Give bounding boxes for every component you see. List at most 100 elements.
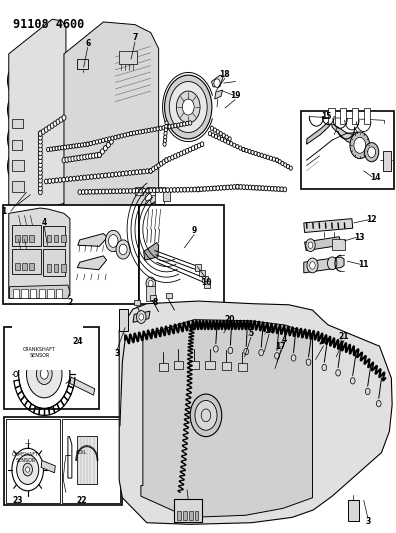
- Circle shape: [209, 186, 213, 191]
- Circle shape: [97, 152, 101, 158]
- Circle shape: [117, 134, 120, 139]
- Circle shape: [183, 150, 186, 155]
- Circle shape: [13, 67, 32, 94]
- Circle shape: [38, 135, 42, 140]
- Circle shape: [99, 139, 102, 143]
- Circle shape: [153, 127, 156, 132]
- Circle shape: [144, 129, 147, 133]
- Polygon shape: [305, 237, 341, 251]
- Bar: [328, 108, 335, 124]
- Circle shape: [186, 122, 189, 126]
- Circle shape: [176, 91, 200, 123]
- Circle shape: [195, 400, 217, 430]
- Text: 24: 24: [72, 337, 83, 346]
- Circle shape: [52, 147, 55, 151]
- Circle shape: [165, 75, 212, 139]
- Circle shape: [251, 150, 254, 155]
- Circle shape: [180, 123, 183, 127]
- Circle shape: [149, 168, 152, 173]
- Circle shape: [47, 148, 50, 152]
- Circle shape: [365, 143, 379, 162]
- Circle shape: [91, 189, 95, 194]
- Circle shape: [75, 143, 78, 148]
- Bar: [29, 235, 34, 242]
- Circle shape: [114, 135, 117, 140]
- Circle shape: [354, 138, 366, 154]
- Circle shape: [116, 240, 130, 259]
- Text: 91108 4600: 91108 4600: [13, 18, 84, 31]
- Bar: [150, 295, 156, 300]
- Circle shape: [368, 147, 375, 158]
- Bar: [12, 160, 24, 171]
- Circle shape: [104, 173, 107, 178]
- Circle shape: [171, 124, 174, 128]
- Circle shape: [132, 131, 135, 135]
- Circle shape: [173, 154, 177, 159]
- Circle shape: [228, 137, 231, 141]
- Circle shape: [41, 129, 45, 134]
- Circle shape: [165, 158, 168, 163]
- Bar: [4, 327, 99, 409]
- Circle shape: [56, 119, 60, 124]
- Circle shape: [122, 189, 126, 193]
- Circle shape: [336, 369, 341, 376]
- Polygon shape: [215, 90, 223, 99]
- Bar: [12, 249, 42, 274]
- Circle shape: [137, 311, 146, 324]
- Text: 13: 13: [354, 233, 365, 242]
- Circle shape: [141, 130, 145, 134]
- Circle shape: [322, 365, 327, 370]
- Bar: [12, 325, 83, 370]
- Circle shape: [14, 371, 18, 376]
- Circle shape: [38, 189, 42, 195]
- Circle shape: [160, 161, 163, 166]
- Circle shape: [251, 185, 255, 190]
- Circle shape: [95, 152, 99, 158]
- Circle shape: [115, 189, 119, 193]
- Circle shape: [109, 189, 112, 194]
- Circle shape: [173, 188, 176, 192]
- Bar: [39, 289, 45, 298]
- Text: 5: 5: [248, 329, 253, 338]
- Polygon shape: [41, 461, 55, 473]
- Circle shape: [107, 173, 111, 177]
- Circle shape: [105, 230, 121, 252]
- Circle shape: [213, 186, 216, 191]
- Text: 11: 11: [358, 260, 369, 269]
- Circle shape: [62, 177, 65, 182]
- Circle shape: [168, 157, 171, 161]
- Text: 6: 6: [85, 39, 90, 48]
- Circle shape: [19, 161, 27, 172]
- Circle shape: [230, 142, 233, 146]
- Circle shape: [78, 143, 81, 148]
- Circle shape: [179, 188, 183, 192]
- Circle shape: [245, 148, 248, 152]
- Circle shape: [196, 187, 200, 192]
- Bar: [12, 181, 24, 192]
- Circle shape: [267, 186, 271, 191]
- Circle shape: [183, 122, 186, 126]
- Circle shape: [200, 142, 204, 147]
- Circle shape: [38, 185, 42, 191]
- Circle shape: [86, 142, 89, 147]
- Circle shape: [221, 138, 224, 142]
- Bar: [195, 264, 201, 271]
- Circle shape: [81, 190, 85, 195]
- Circle shape: [308, 242, 313, 248]
- Circle shape: [286, 165, 289, 168]
- Circle shape: [266, 155, 269, 159]
- Polygon shape: [77, 256, 107, 270]
- Circle shape: [123, 133, 126, 137]
- Circle shape: [228, 348, 233, 354]
- Circle shape: [67, 145, 69, 149]
- Text: CAMSHAFT
SENSOR: CAMSHAFT SENSOR: [12, 453, 39, 463]
- Polygon shape: [211, 75, 223, 87]
- Circle shape: [107, 142, 110, 148]
- Circle shape: [216, 130, 219, 134]
- Circle shape: [236, 184, 239, 189]
- Circle shape: [146, 200, 151, 207]
- Circle shape: [109, 235, 118, 247]
- Circle shape: [19, 104, 27, 115]
- Polygon shape: [64, 22, 159, 208]
- Circle shape: [80, 155, 84, 160]
